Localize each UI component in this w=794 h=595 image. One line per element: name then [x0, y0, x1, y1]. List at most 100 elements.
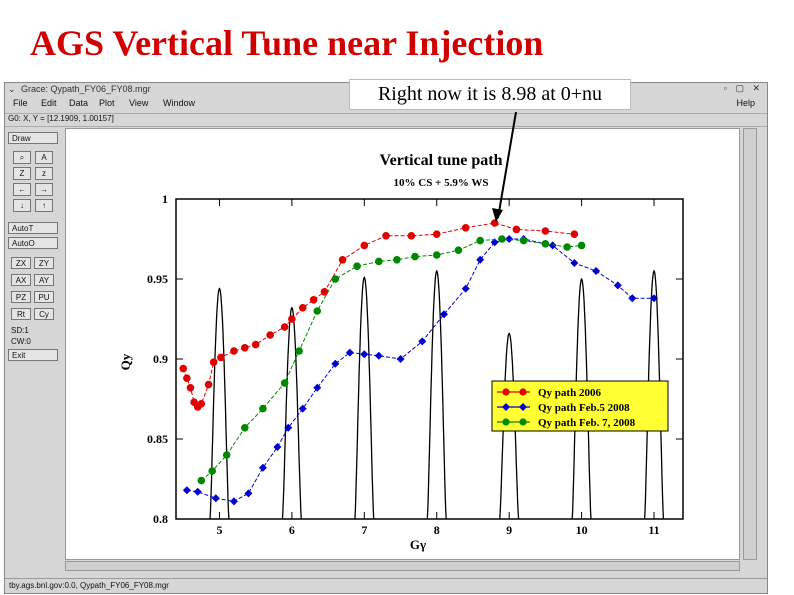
x-tick-label: 10 [576, 523, 588, 537]
y-tick-label: 1 [162, 192, 168, 206]
data-point [628, 294, 637, 303]
arrow-right-icon[interactable]: → [35, 183, 53, 196]
data-point [375, 257, 383, 266]
data-point [345, 348, 354, 357]
arrow-down-icon[interactable]: ↓ [13, 199, 31, 212]
pz-button[interactable]: PZ [11, 291, 31, 303]
autoscale-icon[interactable]: A [35, 151, 53, 164]
menu-bar: File Edit Data Plot View Window Help [5, 97, 767, 111]
exit-button[interactable]: Exit [8, 349, 58, 361]
y-tick-label: 0.9 [153, 352, 168, 366]
data-point [244, 489, 253, 498]
pu-button[interactable]: PU [34, 291, 54, 303]
vertical-scrollbar[interactable] [743, 128, 757, 560]
data-point [211, 494, 220, 503]
legend-marker [502, 388, 510, 396]
cy-button[interactable]: Cy [34, 308, 54, 320]
data-point [229, 497, 238, 506]
data-point [266, 331, 274, 339]
series-line [186, 238, 654, 502]
data-point [280, 323, 289, 331]
window-menu-icon[interactable]: ⌄ [8, 84, 16, 94]
data-point [309, 296, 318, 304]
legend-marker [519, 403, 527, 411]
zy-button[interactable]: ZY [34, 257, 54, 269]
data-point [519, 236, 528, 245]
window-titlebar: ⌄ Grace: Qypath_FY06_FY08.mgr ▫ ▢ ✕ [5, 83, 767, 96]
data-point [186, 384, 195, 392]
vertical-tune-chart: Vertical tune path 10% CS + 5.9% WS 5 6 7 8… [118, 152, 684, 552]
rt-button[interactable]: Rt [11, 308, 31, 320]
data-point [338, 256, 347, 264]
data-point [432, 230, 441, 238]
data-point [505, 235, 514, 243]
data-point [563, 243, 571, 251]
data-point [592, 267, 601, 275]
window-title: Grace: Qypath_FY06_FY08.mgr [21, 84, 151, 94]
resonance-peak [209, 287, 230, 520]
x-axis-label: Gγ [410, 537, 426, 552]
ay-button[interactable]: AY [34, 274, 54, 286]
menu-file[interactable]: File [13, 98, 28, 108]
series-line [200, 238, 582, 481]
data-point [183, 374, 191, 382]
zoom-z-icon[interactable]: Z [13, 167, 31, 180]
data-point [298, 404, 307, 413]
chart-legend: Qy path 2006 Qy path Feb.5 2008 Qy path Fe… [491, 380, 669, 432]
data-point [498, 235, 506, 243]
data-point [439, 310, 448, 319]
data-point [197, 400, 206, 408]
ax-button[interactable]: AX [11, 274, 31, 286]
autot-button[interactable]: AutoT [8, 222, 58, 234]
legend-label: Qy path Feb. 7, 2008 [538, 417, 636, 429]
data-point [273, 443, 282, 451]
series-line [182, 222, 575, 408]
data-point [396, 355, 405, 363]
autoo-button[interactable]: AutoO [8, 237, 58, 249]
window-controls[interactable]: ▫ ▢ ✕ [723, 83, 763, 93]
data-point [241, 344, 249, 352]
plot-canvas[interactable]: Vertical tune path 10% CS + 5.9% WS 5 6 7 8… [65, 128, 740, 560]
data-point [295, 347, 303, 355]
menu-window[interactable]: Window [163, 98, 196, 108]
grace-window: ⌄ Grace: Qypath_FY06_FY08.mgr ▫ ▢ ✕ File… [4, 82, 768, 594]
data-point [461, 284, 470, 293]
legend-marker [519, 388, 527, 396]
data-point [541, 227, 550, 235]
legend-label: Qy path 2006 [538, 387, 601, 399]
x-tick-label: 11 [648, 523, 659, 537]
data-point [280, 379, 289, 387]
y-tick-label: 0.95 [147, 272, 168, 286]
arrow-up-icon[interactable]: ↑ [35, 199, 53, 212]
menu-edit[interactable]: Edit [41, 98, 57, 108]
data-point [461, 224, 470, 232]
draw-button[interactable]: Draw [8, 132, 58, 144]
data-point [432, 251, 441, 259]
arrow-left-icon[interactable]: ← [13, 183, 31, 196]
data-point [418, 337, 427, 346]
data-point [179, 364, 188, 373]
x-tick-label: 9 [506, 523, 512, 537]
zoom-icon[interactable]: ⌕ [13, 151, 31, 164]
zx-button[interactable]: ZX [11, 257, 31, 269]
annotation-callout: Right now it is 8.98 at 0+nu [349, 79, 631, 110]
data-point [476, 236, 485, 245]
data-point [209, 358, 218, 366]
chart-subtitle: 10% CS + 5.9% WS [394, 177, 489, 189]
menu-help[interactable]: Help [736, 98, 755, 108]
zoom-out-icon[interactable]: z [35, 167, 53, 180]
x-tick-label: 7 [361, 523, 367, 537]
y-axis-label: Qy [118, 353, 133, 370]
data-point [197, 476, 206, 485]
menu-view[interactable]: View [129, 98, 149, 108]
data-point [208, 467, 217, 475]
data-point [259, 404, 267, 413]
menu-plot[interactable]: Plot [99, 98, 115, 108]
data-point [313, 383, 322, 392]
current-world-label: CW:0 [11, 337, 31, 346]
coordinate-readout: G0: X, Y = [12.1909, 1.00157] [5, 113, 767, 127]
horizontal-scrollbar[interactable] [65, 561, 740, 571]
menu-data[interactable]: Data [69, 98, 89, 108]
data-point [284, 423, 293, 432]
data-point [251, 340, 260, 349]
